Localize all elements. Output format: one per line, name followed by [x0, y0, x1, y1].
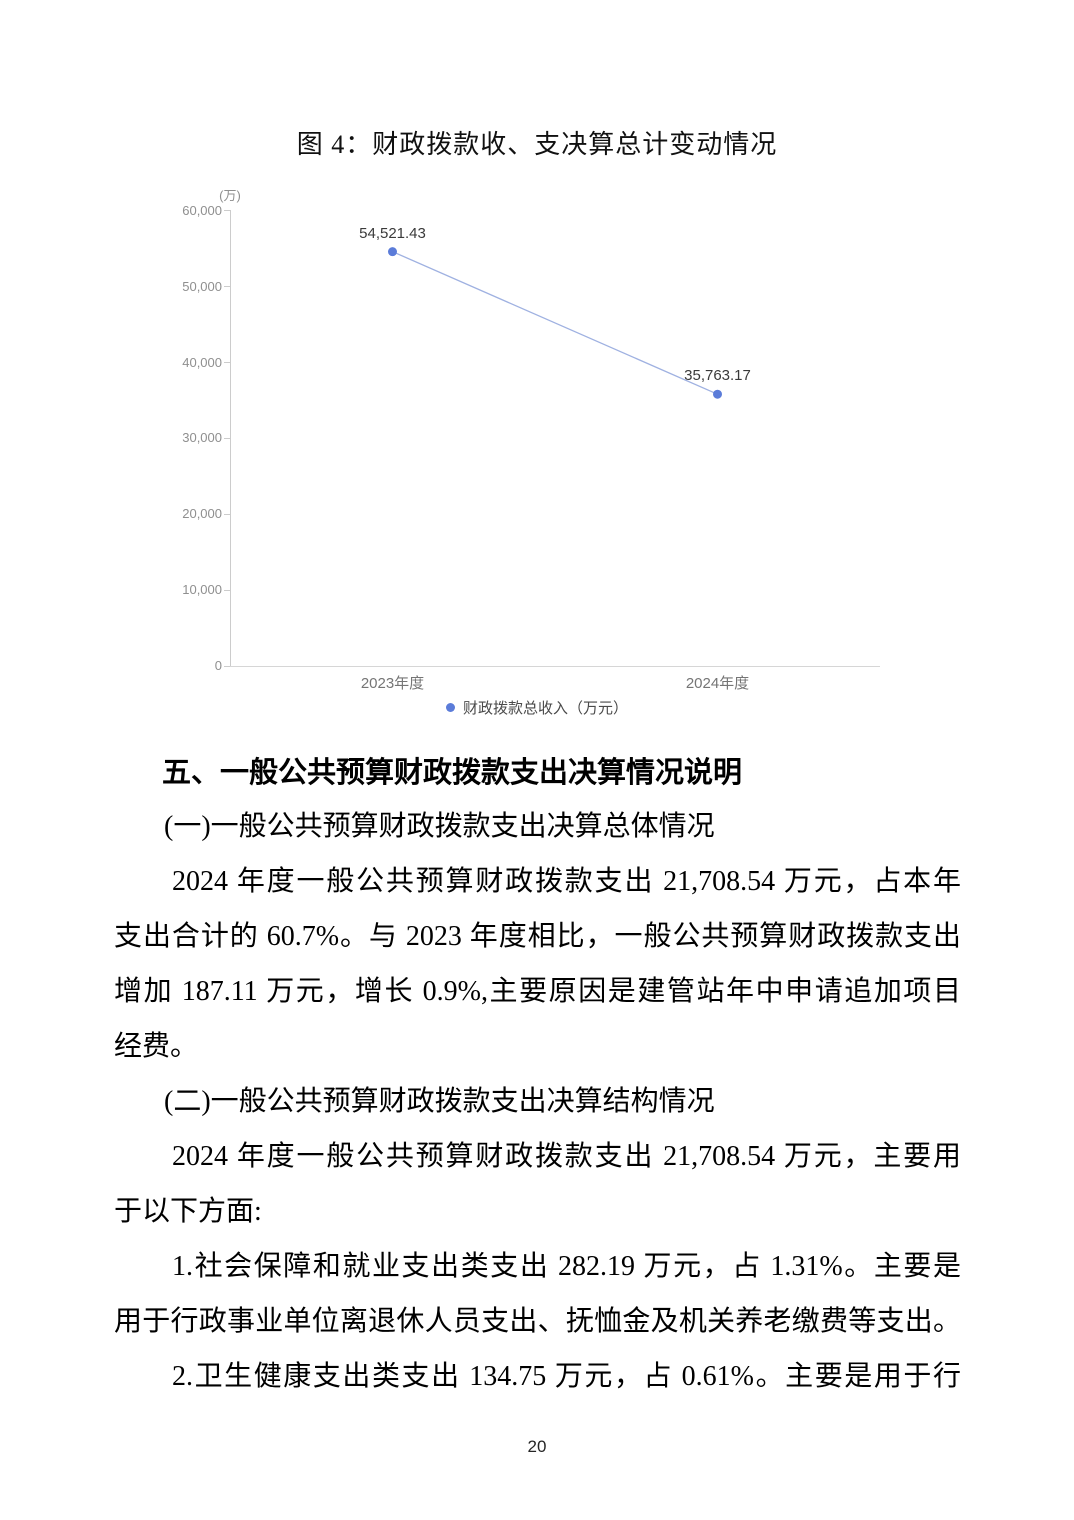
x-axis-label: 2023年度	[360, 675, 425, 692]
body-line: (一)一般公共预算财政拨款支出决算总体情况	[164, 811, 715, 842]
data-point-label: 35,763.17	[684, 367, 751, 385]
body-text: 五、一般公共预算财政拨款支出决算情况说明 (一)一般公共预算财政拨款支出决算总体情…	[114, 748, 961, 1404]
body-line: 五、一般公共预算财政拨款支出决算情况说明	[162, 757, 743, 789]
y-axis-tick-label: 10,000	[182, 582, 222, 598]
body-line: 于以下方面:	[114, 1196, 262, 1227]
body-line: 2024 年度一般公共预算财政拨款支出 21,708.54 万元，占本年	[172, 866, 961, 897]
body-line: 2.卫生健康支出类支出 134.75 万元，占 0.61%。主要是用于行	[172, 1361, 961, 1392]
body-line: 增加 187.11 万元，增长 0.9%,主要原因是建管站年中申请追加项目	[114, 976, 961, 1007]
x-axis-label: 2024年度	[685, 675, 750, 692]
chart-legend: 财政拨款总收入（万元）	[0, 697, 1074, 718]
body-line: 支出合计的 60.7%。与 2023 年度相比，一般公共预算财政拨款支出	[114, 921, 961, 952]
legend-label: 财政拨款总收入（万元）	[462, 700, 628, 717]
y-axis-line	[230, 210, 231, 667]
y-axis-tick-label: 30,000	[182, 430, 222, 446]
figure-title: 图 4：财政拨款收、支决算总计变动情况	[296, 130, 778, 159]
y-axis-tick-label: 0	[214, 657, 222, 673]
data-point-label: 54,521.43	[359, 224, 426, 242]
y-axis-tick-label: 20,000	[182, 506, 222, 522]
body-line: 用于行政事业单位离退休人员支出、抚恤金及机关养老缴费等支出。	[114, 1306, 961, 1337]
x-axis-line	[230, 666, 880, 667]
body-line: 2024 年度一般公共预算财政拨款支出 21,708.54 万元，主要用	[172, 1141, 961, 1172]
body-line: (二)一般公共预算财政拨款支出决算结构情况	[164, 1086, 715, 1117]
y-axis-tick-label: 60,000	[182, 203, 222, 218]
y-axis-tick-label: 50,000	[182, 278, 222, 294]
body-line: 经费。	[114, 1031, 199, 1062]
legend-dot-icon	[445, 703, 455, 712]
y-axis-tick-label: 40,000	[182, 354, 222, 370]
body-line: 1.社会保障和就业支出类支出 282.19 万元，占 1.31%。主要是	[172, 1251, 961, 1282]
y-axis-tick-labels: 60,000 50,000 40,000 30,000 20,000 10,000 0	[140, 203, 222, 673]
page-number: 20	[527, 1437, 547, 1456]
y-axis-tick-marks	[224, 210, 230, 667]
chart-plot-svg	[388, 247, 722, 399]
x-axis-labels: 2023年度 2024年度	[230, 672, 880, 693]
y-axis-unit-label: (万)	[219, 188, 241, 203]
chart-plot: 54,521.43 35,763.17	[230, 210, 880, 666]
